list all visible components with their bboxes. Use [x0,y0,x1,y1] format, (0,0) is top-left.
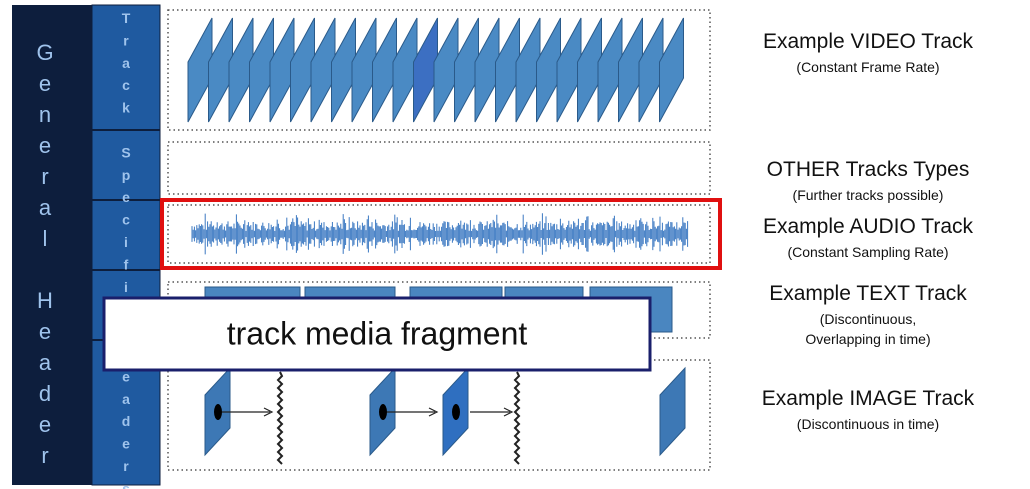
track-subtitle: (Discontinuous in time) [797,416,939,432]
general-header-text: General Header [33,40,58,474]
track-subtitle: (Further tracks possible) [793,187,944,203]
track-subtitle: (Constant Sampling Rate) [787,244,948,260]
track-title: Example VIDEO Track [763,30,974,53]
track-labels: Example VIDEO Track (Constant Frame Rate)… [762,30,975,432]
other-track-box [168,142,710,194]
track-header-text: Track Specific Headers [118,10,134,489]
track-title: Example IMAGE Track [762,387,975,410]
image-track-box [168,360,710,470]
track-subtitle: (Constant Frame Rate) [796,59,939,75]
track-subtitle: (Discontinuous, [820,311,917,327]
track-title: OTHER Tracks Types [767,158,970,181]
track-title: Example TEXT Track [769,282,967,305]
overlay-text: track media fragment [227,315,528,351]
diagram: General Header Track Specific Headers Ex… [0,0,1030,489]
track-subtitle: Overlapping in time) [805,331,930,347]
audio-waveform [192,213,688,255]
video-frames [188,18,684,122]
image-track [205,368,685,464]
track-title: Example AUDIO Track [763,215,974,238]
